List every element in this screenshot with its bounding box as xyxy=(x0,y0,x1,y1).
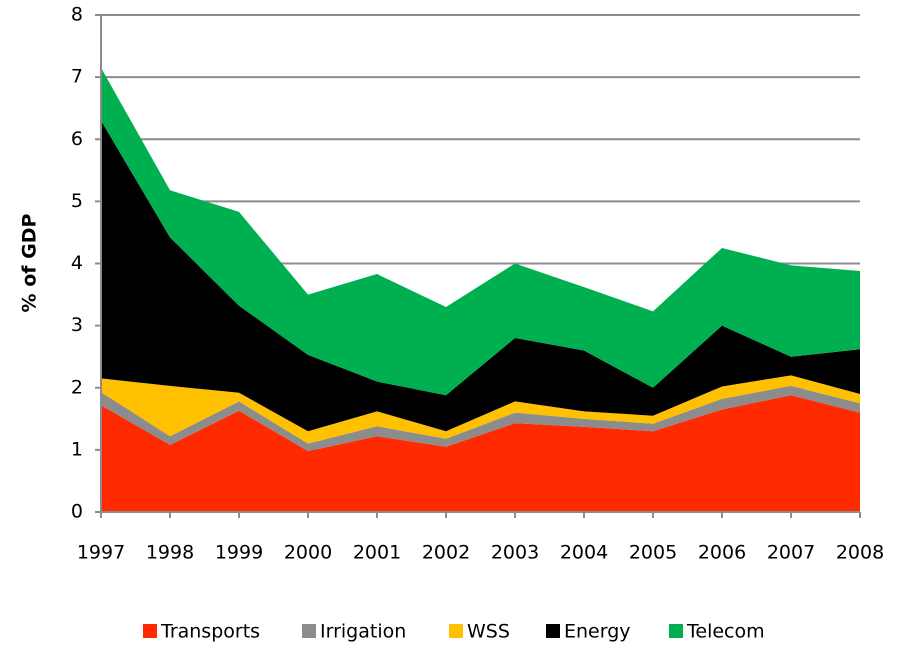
x-tick-label: 1998 xyxy=(146,542,194,564)
y-tick-label: 8 xyxy=(71,4,83,26)
y-tick-label: 2 xyxy=(71,376,83,398)
legend-swatch xyxy=(449,624,463,638)
legend-swatch xyxy=(669,624,683,638)
legend-swatch xyxy=(302,624,316,638)
y-tick-label: 3 xyxy=(71,314,83,336)
y-axis-label: % of GDP xyxy=(19,213,41,312)
x-tick-label: 2003 xyxy=(491,542,539,564)
y-tick-label: 4 xyxy=(71,252,83,274)
legend-label: WSS xyxy=(467,621,510,643)
x-tick-label: 2002 xyxy=(422,542,470,564)
x-tick-label: 2006 xyxy=(698,542,746,564)
x-tick-label: 1997 xyxy=(77,542,125,564)
y-tick-label: 0 xyxy=(71,501,83,523)
area xyxy=(101,120,860,432)
x-tick-label: 2001 xyxy=(353,542,401,564)
y-tick-label: 1 xyxy=(71,438,83,460)
legend-swatch xyxy=(143,624,157,638)
x-tick-label: 2007 xyxy=(767,542,815,564)
y-tick-label: 7 xyxy=(71,66,83,88)
x-tick-label: 2000 xyxy=(284,542,332,564)
legend-label: Energy xyxy=(564,621,631,643)
y-tick-label: 5 xyxy=(71,190,83,212)
y-tick-label: 6 xyxy=(71,128,83,150)
area xyxy=(101,375,860,444)
legend-swatch xyxy=(546,624,560,638)
area xyxy=(101,385,860,452)
x-tick-label: 2008 xyxy=(836,542,884,564)
area xyxy=(101,395,860,512)
legend-label: Irrigation xyxy=(320,621,406,643)
legend-label: Telecom xyxy=(686,621,765,643)
x-tick-label: 1999 xyxy=(215,542,263,564)
area xyxy=(101,67,860,396)
legend-label: Transports xyxy=(160,621,260,643)
x-tick-label: 2004 xyxy=(560,542,608,564)
x-tick-label: 2005 xyxy=(629,542,677,564)
